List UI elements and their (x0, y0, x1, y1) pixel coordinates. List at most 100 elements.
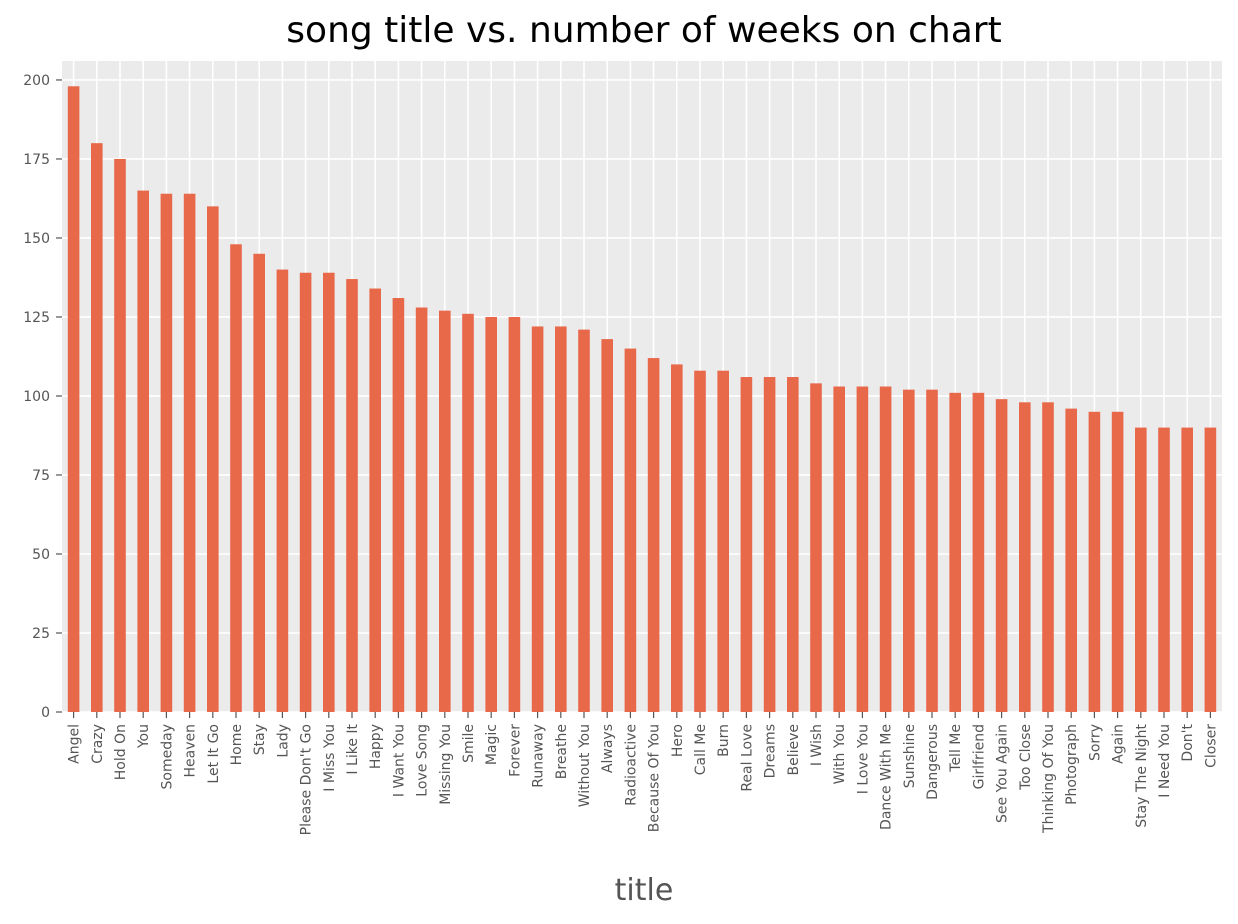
x-tick-label: Without You (577, 724, 593, 807)
bar (531, 326, 544, 712)
x-tick-label: Happy (368, 724, 384, 769)
x-tick-label: Tell Me (948, 724, 964, 773)
bar (369, 288, 381, 712)
bar (810, 383, 822, 712)
bar (926, 389, 938, 712)
x-tick-label: Don't (1180, 723, 1196, 761)
bar (1042, 402, 1054, 712)
bar (276, 269, 289, 712)
bar (717, 370, 729, 712)
bar (787, 377, 799, 712)
x-axis: Angel Crazy Hold On You Someday Heaven Let It … (67, 712, 1219, 835)
bar (230, 244, 242, 712)
y-axis: 0 25 50 75 100 125 150 175 200 (23, 73, 62, 721)
x-tick-label: Someday (159, 724, 175, 789)
x-tick-label: Believe (786, 724, 802, 776)
bar (323, 272, 335, 712)
bar (763, 377, 776, 712)
bar (647, 358, 660, 712)
y-tick-label: 25 (32, 626, 50, 642)
bar (903, 389, 915, 712)
x-tick-label: I Miss You (322, 724, 338, 792)
chart-title: song title vs. number of weeks on chart (286, 10, 1001, 51)
x-tick-label: Dreams (763, 724, 779, 778)
bars-group (67, 86, 1217, 713)
y-tick-label: 75 (32, 468, 50, 484)
x-tick-label: Stay The Night (1134, 723, 1150, 827)
bar (1204, 427, 1217, 712)
bar (856, 386, 869, 712)
bar (67, 86, 80, 712)
bar (299, 272, 312, 712)
x-tick-label: Radioactive (623, 724, 639, 806)
x-tick-label: Call Me (693, 724, 709, 775)
x-tick-label: Runaway (531, 724, 547, 788)
x-tick-label: Heaven (183, 724, 199, 778)
y-tick-label: 125 (23, 310, 50, 326)
bar (114, 158, 126, 713)
x-tick-label: Dance With Me (879, 724, 895, 830)
bar (1065, 408, 1077, 712)
y-tick-label: 50 (32, 547, 50, 563)
bar (508, 316, 521, 712)
bar (1181, 427, 1193, 712)
x-tick-label: Sunshine (902, 724, 918, 788)
x-tick-label: You (136, 724, 152, 749)
bar (1019, 402, 1031, 712)
bar (346, 279, 358, 712)
x-tick-label: Breathe (554, 724, 570, 779)
x-tick-label: Real Love (739, 724, 755, 792)
bar (555, 326, 567, 712)
bar (1158, 427, 1170, 712)
x-tick-label: Sorry (1087, 724, 1103, 761)
x-tick-label: I Wish (809, 724, 825, 766)
x-tick-label: Let It Go (206, 724, 222, 784)
bar (671, 364, 683, 712)
bar (879, 386, 892, 712)
x-tick-label: With You (832, 724, 848, 784)
x-tick-label: Hero (670, 724, 686, 757)
bar (694, 370, 706, 712)
bar (91, 143, 103, 713)
x-tick-label: Please Don't Go (299, 724, 315, 835)
x-tick-label: See You Again (995, 724, 1011, 823)
x-tick-label: Missing You (438, 724, 454, 805)
x-tick-label: Because Of You (647, 724, 663, 832)
x-tick-label: Burn (716, 724, 732, 757)
x-tick-label: Home (229, 724, 245, 765)
x-tick-label: Stay (252, 724, 268, 755)
bar (183, 193, 196, 712)
x-tick-label: Girlfriend (971, 724, 987, 789)
x-tick-label: Crazy (90, 724, 106, 764)
bar (578, 329, 590, 712)
bar (415, 307, 428, 712)
x-tick-label: Closer (1203, 724, 1219, 768)
bar (160, 193, 173, 712)
y-tick-label: 175 (23, 152, 50, 168)
bar (207, 206, 219, 712)
x-tick-label: Lady (275, 724, 291, 758)
x-tick-label: Too Close (1018, 724, 1034, 791)
x-tick-label: I Need You (1157, 724, 1173, 798)
bar (1088, 411, 1101, 712)
bar (624, 348, 637, 712)
bar (137, 190, 149, 712)
bar (485, 316, 497, 712)
x-tick-label: Forever (507, 724, 523, 777)
x-tick-label: Magic (484, 724, 500, 765)
y-tick-label: 150 (23, 231, 50, 247)
bar (1135, 427, 1147, 712)
bar (601, 339, 613, 712)
x-tick-label: I Want You (391, 724, 407, 797)
x-tick-label: Angel (67, 724, 83, 764)
y-tick-label: 200 (23, 73, 50, 89)
x-tick-label: Always (600, 724, 616, 773)
bar (995, 399, 1008, 712)
bar (972, 392, 985, 712)
x-axis-label: title (615, 873, 674, 908)
bar (949, 392, 961, 712)
bar (392, 298, 405, 712)
bar (253, 253, 265, 712)
x-tick-label: Smile (461, 724, 477, 763)
